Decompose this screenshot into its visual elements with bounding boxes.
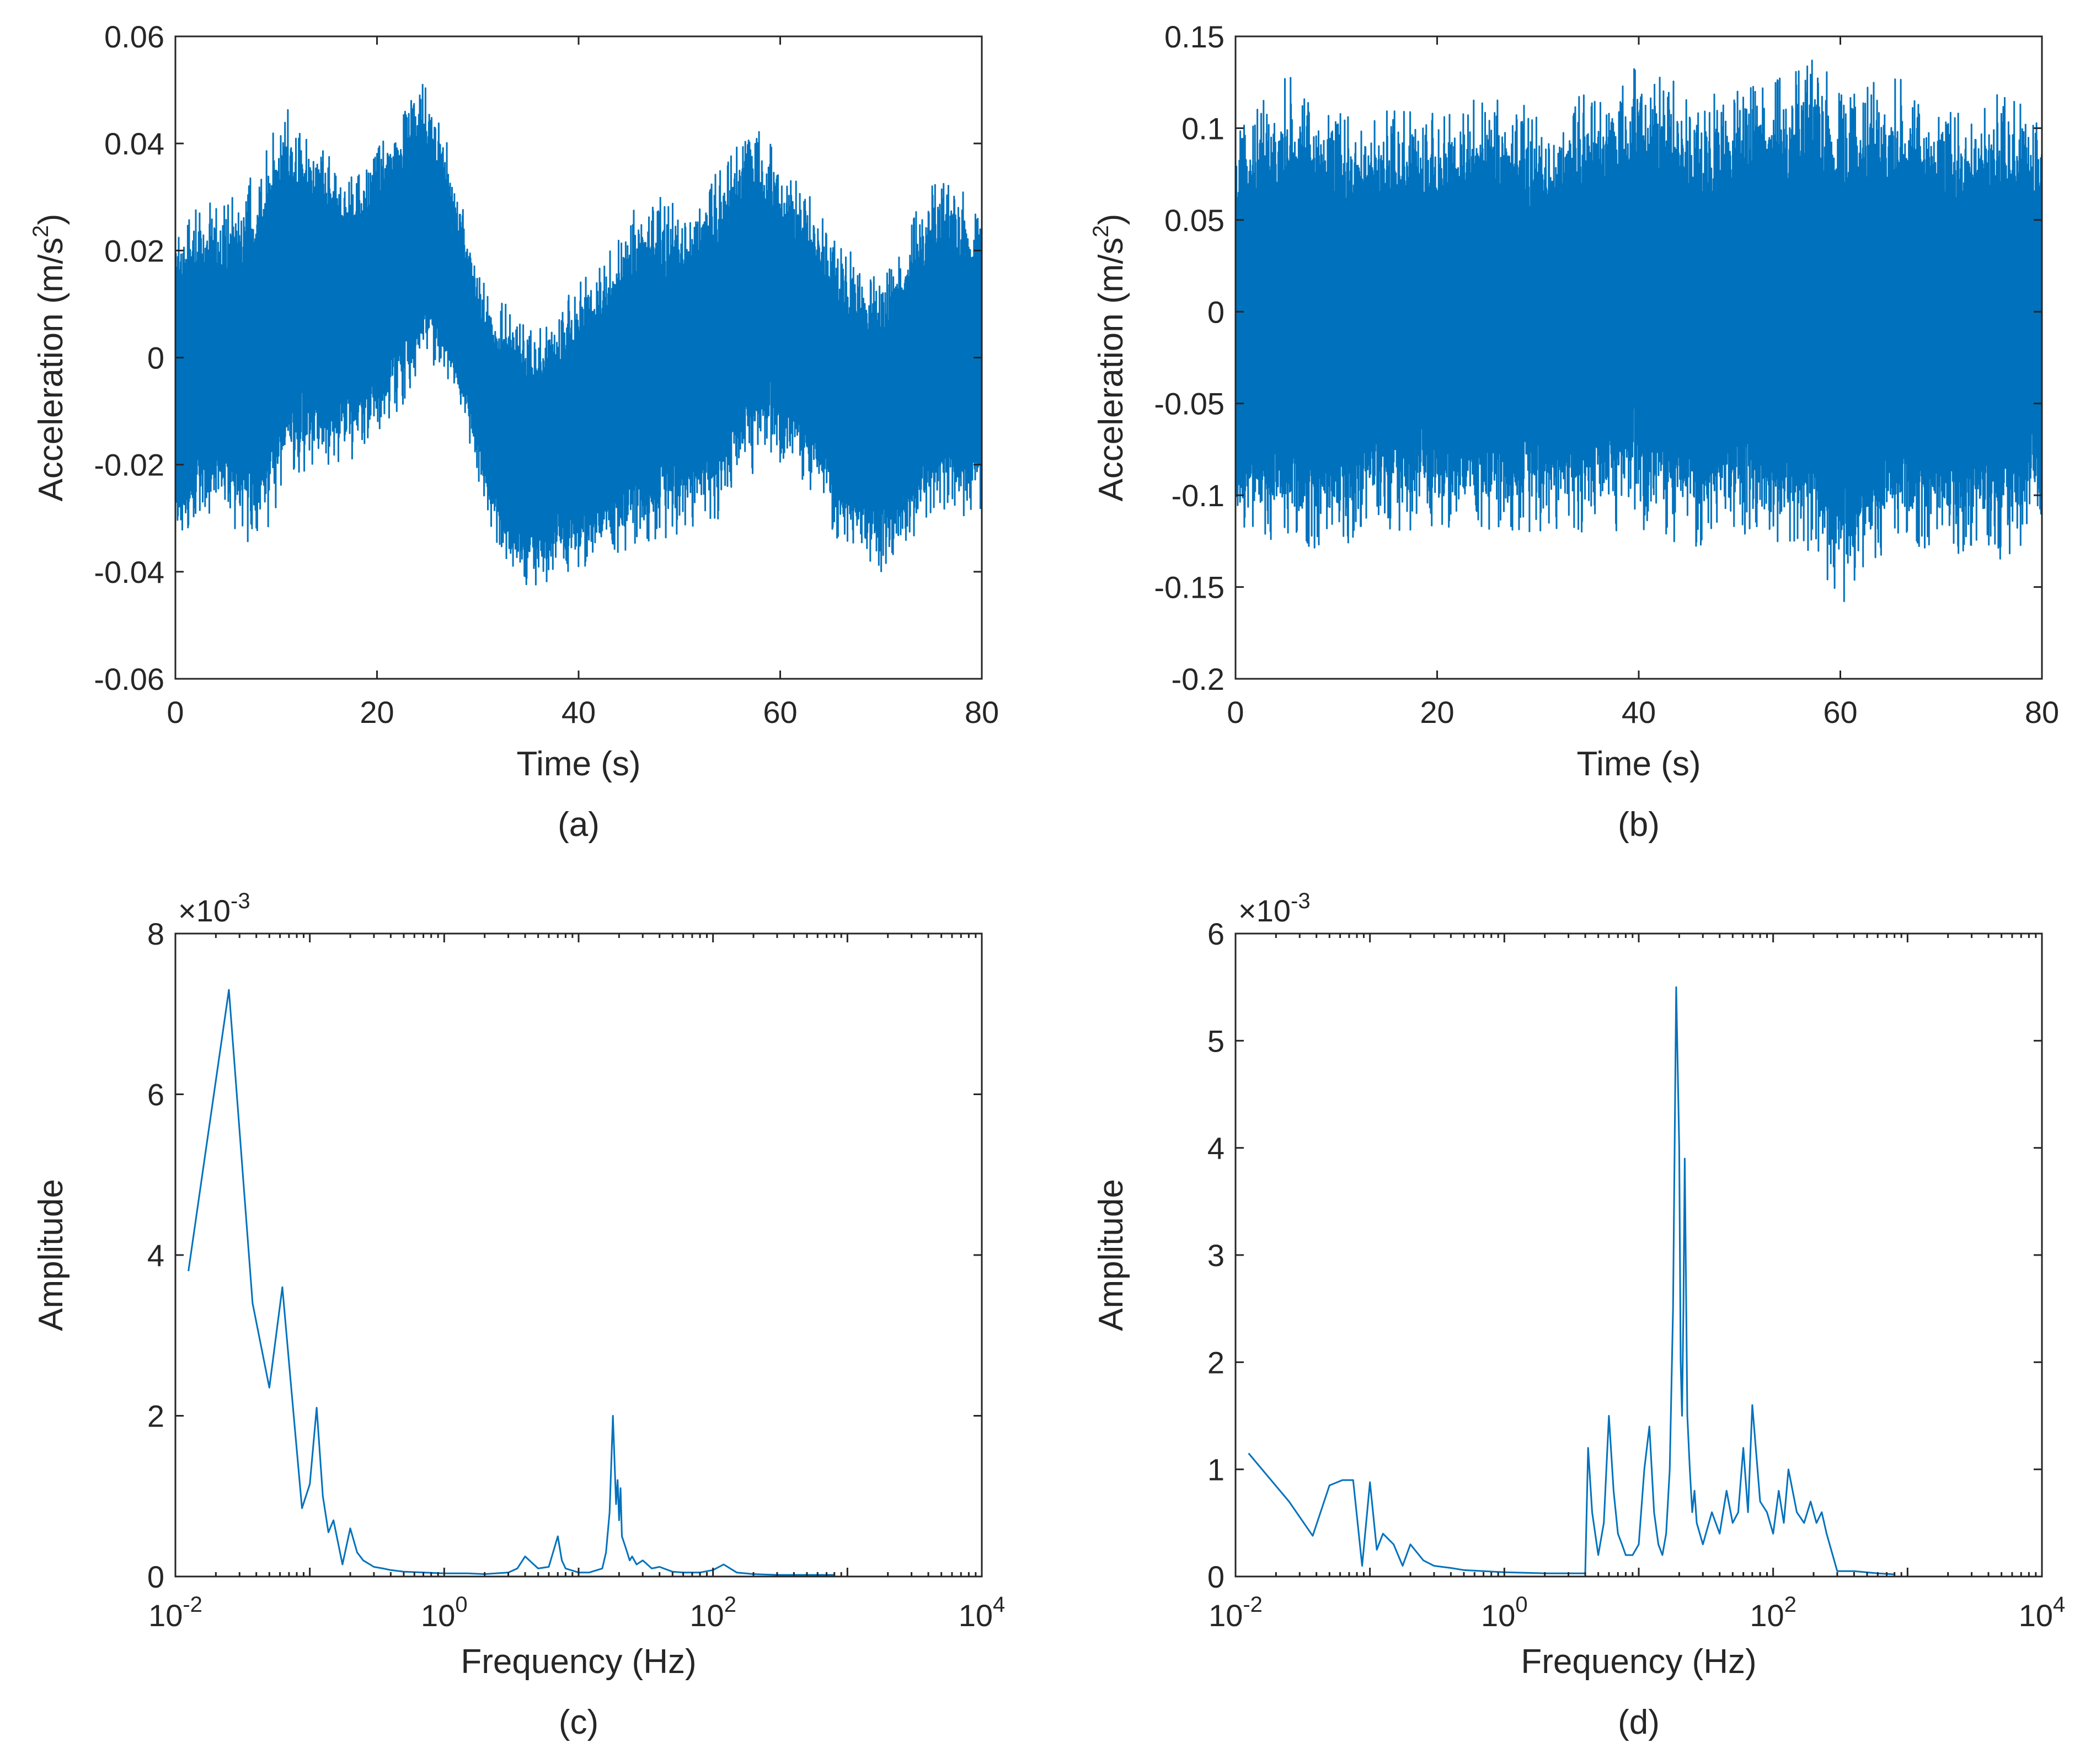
y-tick-label: 2 bbox=[1207, 1345, 1225, 1380]
y-tick-label: 6 bbox=[1207, 916, 1225, 951]
x-tick-label: 80 bbox=[2025, 695, 2059, 730]
y-multiplier-exponent: -3 bbox=[231, 889, 250, 913]
y-axis-label: Amplitude bbox=[32, 1179, 70, 1331]
y-multiplier-exponent: -3 bbox=[1291, 889, 1311, 913]
panel-caption: (c) bbox=[559, 1703, 598, 1741]
y-axis-label: Amplitude bbox=[1092, 1179, 1130, 1331]
y-tick-label: -0.2 bbox=[1172, 662, 1225, 696]
y-axis-label-text: Acceleration (m/s bbox=[1092, 237, 1130, 501]
series-line-b bbox=[1234, 60, 2043, 602]
x-tick-label: 40 bbox=[562, 695, 596, 730]
y-tick-label: 8 bbox=[147, 916, 164, 951]
panel-a: -0.06 -0.04 -0.02 0 0.02 0.04 0.06 0 20 40 60 80 Tim… bbox=[29, 19, 999, 844]
x-tick-exponent: 4 bbox=[2053, 1593, 2065, 1617]
x-axis-label: Time (s) bbox=[517, 745, 641, 783]
panel-caption: (b) bbox=[1618, 806, 1660, 844]
x-tick-label: 20 bbox=[360, 695, 394, 730]
x-axis-label: Frequency (Hz) bbox=[1521, 1643, 1756, 1681]
y-tick-label: 0.05 bbox=[1164, 203, 1225, 238]
y-axis-label-end: ) bbox=[32, 214, 70, 226]
series-line-a bbox=[174, 84, 983, 586]
x-tick-label: 80 bbox=[965, 695, 999, 730]
y-tick-label: -0.1 bbox=[1172, 478, 1225, 513]
y-axis-label: Acceleration (m/s2) bbox=[1089, 214, 1130, 502]
x-tick-label: 20 bbox=[1420, 695, 1454, 730]
panel-caption: (d) bbox=[1618, 1703, 1660, 1741]
y-tick-label: 0 bbox=[1207, 1559, 1225, 1594]
x-tick-exponent: 2 bbox=[1784, 1593, 1796, 1617]
x-tick-exponent: 0 bbox=[455, 1593, 467, 1617]
y-axis-label-end: ) bbox=[1092, 214, 1130, 226]
y-multiplier: ×10-3 bbox=[178, 889, 250, 928]
y-tick-label: 0.1 bbox=[1181, 111, 1225, 146]
x-tick-label: 0 bbox=[167, 695, 184, 730]
y-tick-label: 0 bbox=[1207, 294, 1225, 329]
y-axis-label-superscript: 2 bbox=[29, 225, 53, 237]
y-tick-label: 2 bbox=[147, 1399, 164, 1434]
x-tick-label: 10-2 bbox=[1209, 1593, 1263, 1633]
x-axis-label: Frequency (Hz) bbox=[461, 1643, 696, 1681]
y-tick-label: -0.02 bbox=[94, 448, 164, 482]
series-line-d bbox=[1248, 986, 1895, 1575]
x-axis-label: Time (s) bbox=[1577, 745, 1701, 783]
y-tick-label: 5 bbox=[1207, 1023, 1225, 1058]
x-tick-exponent: -2 bbox=[1243, 1593, 1263, 1617]
x-tick-exponent: 4 bbox=[993, 1593, 1005, 1617]
series-line-c bbox=[188, 989, 835, 1576]
y-tick-label: 0.04 bbox=[104, 126, 164, 161]
x-tick-exponent: 2 bbox=[724, 1593, 736, 1617]
y-tick-label: 6 bbox=[147, 1077, 164, 1112]
x-tick-label: 0 bbox=[1227, 695, 1244, 730]
x-tick-label: 60 bbox=[1823, 695, 1857, 730]
y-tick-label: 0 bbox=[147, 1559, 164, 1594]
y-axis-label-text: Acceleration (m/s bbox=[32, 237, 70, 501]
x-tick-label: 60 bbox=[763, 695, 797, 730]
y-tick-label: 4 bbox=[147, 1238, 164, 1273]
y-tick-label: -0.05 bbox=[1154, 387, 1225, 421]
y-axis-label-superscript: 2 bbox=[1089, 225, 1113, 237]
panel-caption: (a) bbox=[558, 806, 600, 844]
y-tick-label: 0.15 bbox=[1164, 19, 1225, 54]
y-tick-label: 3 bbox=[1207, 1238, 1225, 1273]
y-tick-label: 0.06 bbox=[104, 19, 164, 54]
x-tick-label: 40 bbox=[1622, 695, 1656, 730]
y-axis-label: Acceleration (m/s2) bbox=[29, 214, 70, 502]
y-tick-label: -0.04 bbox=[94, 555, 164, 589]
y-tick-label: -0.06 bbox=[94, 662, 164, 696]
y-tick-label: 1 bbox=[1207, 1452, 1225, 1487]
y-tick-label: 0 bbox=[147, 341, 164, 376]
panel-b: -0.2 -0.15 -0.1 -0.05 0 0.05 0.1 0.15 0 20 40 60 80 T… bbox=[1089, 19, 2059, 844]
x-tick-exponent: -2 bbox=[183, 1593, 202, 1617]
x-tick-exponent: 0 bbox=[1515, 1593, 1527, 1617]
y-tick-label: 0.02 bbox=[104, 233, 164, 268]
y-axis-label-text: Amplitude bbox=[32, 1179, 70, 1331]
y-tick-label: -0.15 bbox=[1154, 570, 1225, 605]
y-tick-label: 4 bbox=[1207, 1131, 1225, 1166]
y-axis-label-text: Amplitude bbox=[1092, 1179, 1130, 1331]
